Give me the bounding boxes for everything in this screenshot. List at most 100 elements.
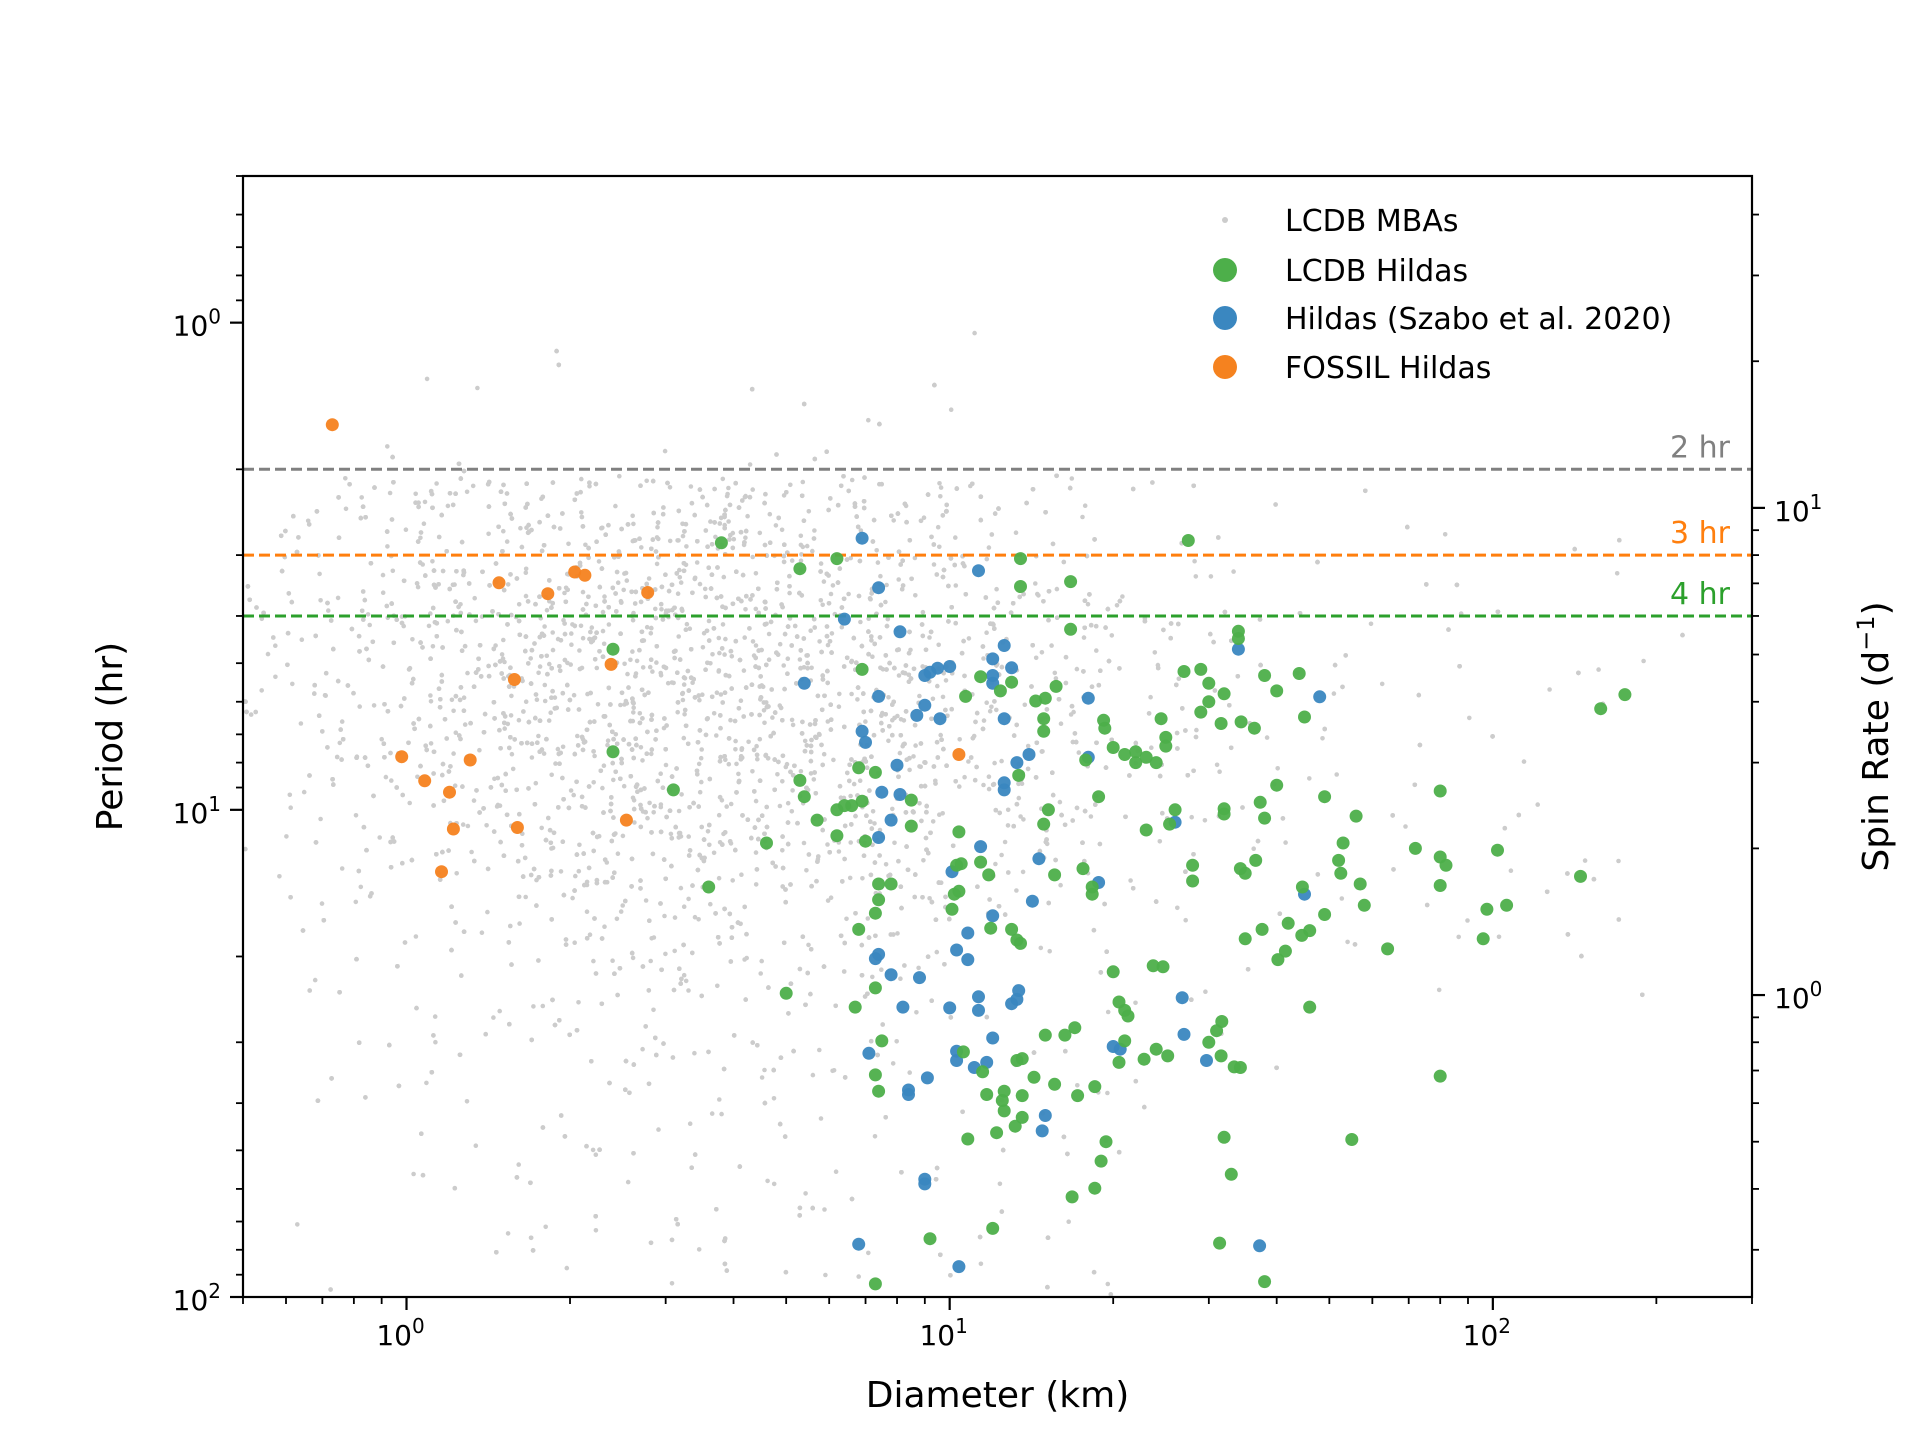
mba-point (875, 560, 881, 565)
mba-point (692, 576, 698, 582)
data-point (852, 761, 866, 775)
mba-point (1000, 1147, 1006, 1153)
mba-point (678, 885, 684, 891)
mba-point (841, 969, 847, 974)
mba-point (728, 648, 734, 654)
mba-point (999, 852, 1004, 858)
mba-point (452, 1185, 458, 1191)
mba-point (669, 680, 675, 685)
mba-point (847, 778, 852, 784)
mba-point (786, 1011, 791, 1016)
mba-point (709, 694, 715, 700)
mba-point (683, 627, 689, 632)
mba-point (962, 774, 967, 780)
mba-point (576, 1000, 581, 1005)
mba-point (620, 903, 625, 908)
mba-point (812, 721, 818, 727)
mba-point (572, 888, 577, 893)
mba-point (681, 561, 687, 566)
lcdb-mba-background-points (241, 330, 1685, 1297)
mba-point (434, 852, 439, 857)
mba-point (685, 668, 691, 674)
mba-point (799, 493, 805, 499)
data-point (859, 834, 872, 848)
mba-point (591, 749, 596, 754)
mba-point (719, 646, 725, 651)
mba-point (706, 618, 712, 624)
mba-point (580, 635, 586, 641)
mba-point (486, 673, 492, 679)
mba-point (1142, 618, 1148, 624)
mba-point (848, 555, 853, 561)
mba-point (837, 783, 843, 789)
mba-point (771, 1181, 777, 1187)
mba-point (1021, 817, 1026, 822)
data-point (1161, 1049, 1175, 1063)
mba-point (726, 485, 731, 491)
mba-point (665, 680, 671, 686)
mba-point (864, 765, 870, 770)
mba-point (907, 629, 912, 635)
mba-point (933, 1177, 939, 1182)
mba-point (819, 742, 824, 748)
mba-point (1038, 945, 1044, 951)
mba-point (1231, 569, 1236, 574)
mba-point (547, 661, 552, 667)
mba-point (798, 533, 804, 539)
mba-point (706, 565, 711, 570)
mba-point (842, 823, 848, 829)
mba-point (428, 741, 434, 746)
mba-point (615, 580, 621, 585)
mba-point (953, 779, 958, 784)
data-point (868, 1068, 882, 1082)
data-point (666, 783, 680, 797)
mba-point (925, 954, 931, 959)
mba-point (560, 775, 565, 781)
data-point (1065, 1190, 1079, 1204)
mba-point (501, 853, 507, 858)
mba-point (1061, 559, 1067, 565)
mba-point (1332, 662, 1338, 668)
mba-point (1011, 823, 1016, 829)
mba-point (825, 680, 830, 686)
data-point (1027, 1070, 1041, 1084)
mba-point (507, 745, 512, 751)
mba-point (1098, 668, 1103, 673)
mba-point (591, 780, 596, 785)
mba-point (526, 719, 532, 725)
mba-point (733, 847, 738, 853)
mba-point (430, 605, 436, 611)
mba-point (896, 647, 901, 652)
mba-point (1056, 697, 1062, 702)
mba-point (508, 713, 514, 718)
mba-point (648, 958, 653, 964)
mba-point (612, 971, 617, 976)
mba-point (599, 525, 604, 531)
mba-point (782, 1134, 788, 1139)
mba-point (1614, 571, 1620, 576)
mba-point (1039, 749, 1045, 754)
mba-point (821, 751, 827, 757)
reference-lines: 2 hr3 hr4 hr (243, 430, 1752, 618)
data-point (976, 1065, 990, 1079)
mba-point (884, 667, 889, 672)
mba-point (382, 755, 387, 760)
mba-point (750, 769, 755, 774)
mba-point (704, 628, 710, 634)
mba-point (634, 658, 640, 664)
mba-point (572, 751, 578, 757)
mba-point (413, 934, 419, 939)
mba-point (841, 664, 847, 669)
mba-point (349, 626, 355, 632)
mba-point (922, 783, 928, 789)
data-point (779, 986, 793, 1000)
mba-point (629, 950, 635, 956)
mba-point (845, 770, 850, 776)
data-point (1037, 724, 1051, 738)
mba-point (825, 642, 831, 648)
data-point (1139, 750, 1153, 764)
mba-point (504, 812, 510, 818)
mba-point (753, 643, 759, 648)
y-tick-label: 102 (173, 1279, 221, 1317)
mba-point (825, 668, 830, 674)
